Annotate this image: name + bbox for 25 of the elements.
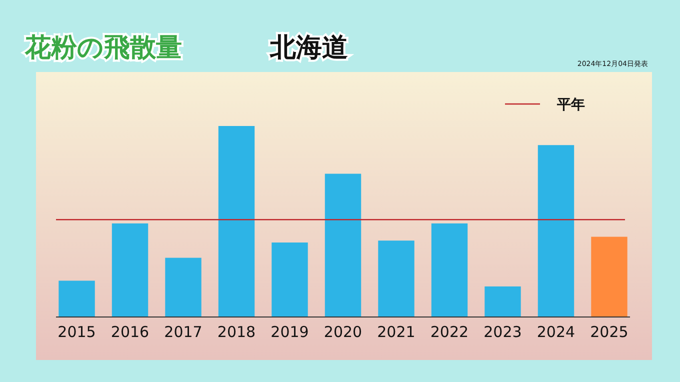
x-tick-label: 2024 [536,323,576,341]
bar [112,223,148,317]
x-tick-label: 2017 [164,323,202,341]
x-tick-label: 2022 [430,323,469,341]
x-tick-label: 2020 [324,323,362,341]
x-tick-label: 2015 [58,323,96,341]
bar [431,223,468,317]
bar [538,145,574,317]
x-tick-label: 2019 [270,323,309,341]
bar [591,236,628,317]
bar [58,280,95,317]
bar [218,126,255,317]
x-tick-label: 2025 [590,323,628,341]
bar [272,242,308,317]
chart-subtitle: 北海道 [269,33,348,63]
bar [324,174,362,317]
legend-label: 平年 [556,97,585,113]
bar [378,240,414,317]
bar [484,286,521,317]
bar [165,258,202,317]
x-tick-label: 2016 [110,323,150,341]
chart-title: 花粉の飛散量 [24,33,182,63]
x-tick-label: 2018 [217,323,256,341]
x-tick-label: 2021 [377,323,416,341]
x-tick-label: 2023 [484,323,522,341]
